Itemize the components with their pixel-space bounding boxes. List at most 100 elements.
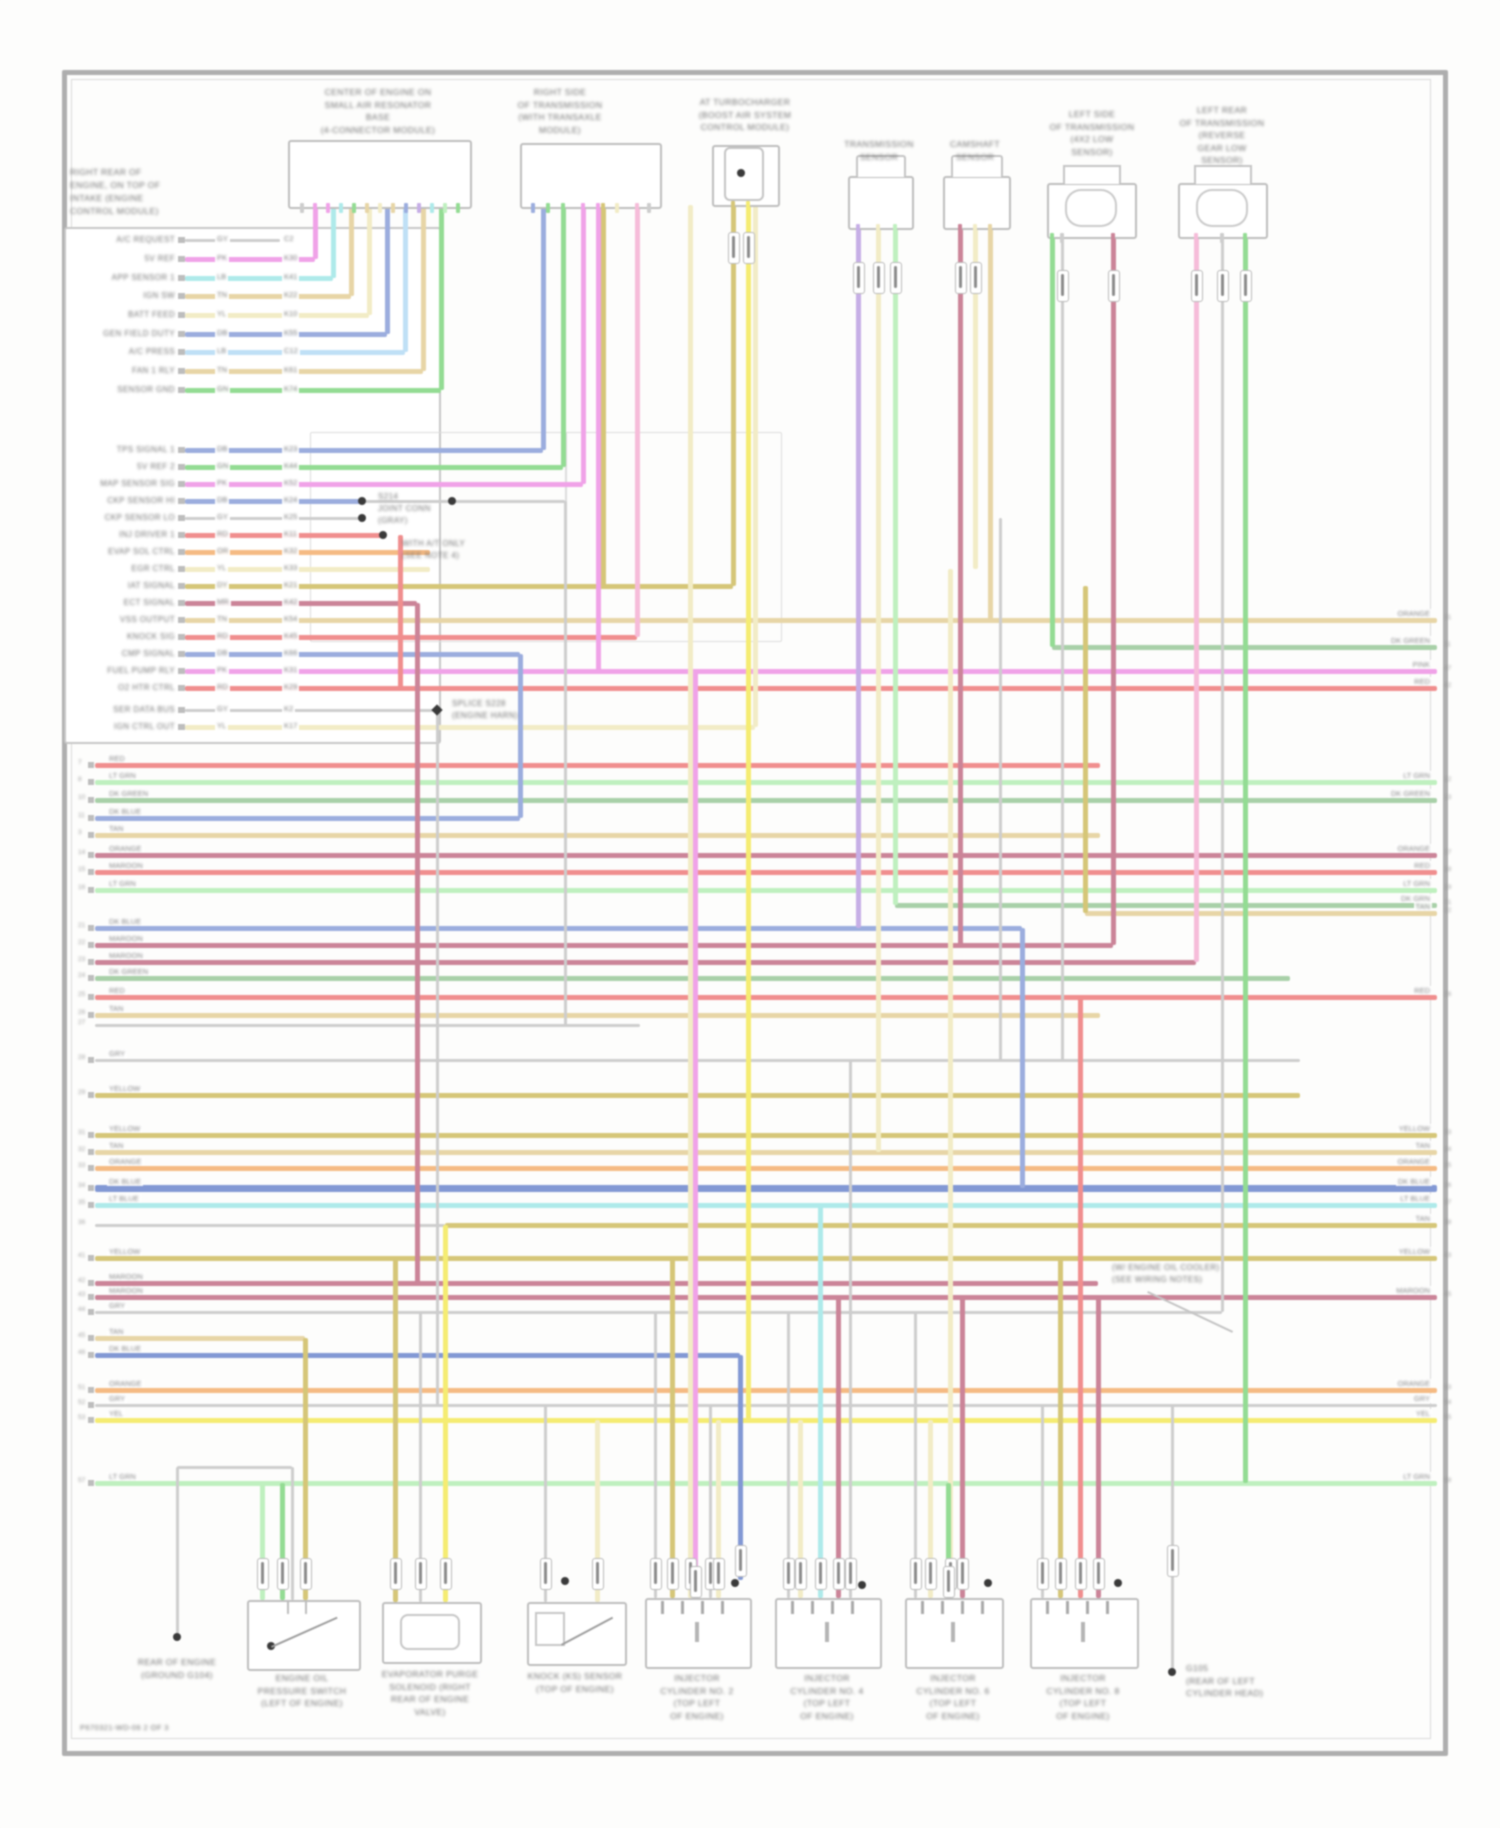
wire-circuit-chip: K32 (282, 546, 300, 555)
wire-pin-number-left: 14 (78, 849, 86, 856)
wire-left-tick (88, 779, 94, 785)
wire-pin-number-left: 32 (78, 1146, 86, 1153)
wire-vertical (438, 205, 444, 390)
pcm-pin-tick (178, 685, 185, 691)
pcm-pin-wire (185, 600, 417, 606)
pcm-pin-tick (178, 617, 185, 623)
pcm-pin-label: APP SENSOR 1 (111, 273, 175, 282)
wire-circuit-chip: K61 (282, 365, 300, 374)
inline-connector-core (913, 1562, 917, 1584)
injector-4-caption: INJECTOR (804, 1673, 850, 1683)
wire-pin-number-left: 8 (78, 776, 82, 783)
wire-circuit-chip: K54 (282, 614, 300, 623)
wire-pin-number-left: 52 (78, 1399, 86, 1406)
pcm-pin-label: GEN FIELD DUTY (103, 329, 175, 338)
wire-left-tick (88, 1352, 94, 1358)
splice-dot (173, 1633, 181, 1641)
sensor-g-arc-left (1196, 189, 1224, 227)
conn-a-pin (391, 203, 395, 213)
pcm-pin-wire (185, 549, 430, 555)
conn-d-pin (876, 224, 880, 234)
wire-vertical (945, 1483, 951, 1598)
sensor-c-caption: AT TURBOCHARGER (699, 97, 791, 107)
wire-color-label-left: LT BLUE (107, 1194, 141, 1203)
inline-connector-core (1096, 1562, 1100, 1584)
wire-vertical (543, 1405, 547, 1602)
purge-solenoid-caption: VALVE) (414, 1706, 446, 1717)
wire-color-chip: GY (215, 234, 230, 243)
injector-4-core (824, 1622, 829, 1642)
pcm-pin-wire (185, 368, 423, 374)
pcm-pin-tick (178, 275, 185, 281)
wire-circuit-chip: K30 (282, 253, 300, 262)
inline-connector-core (443, 1562, 447, 1584)
inline-connector-core (786, 1562, 790, 1584)
injector-2-caption: (TOP LEFT (673, 1698, 721, 1708)
pcm-pin-label: IGN CTRL OUT (114, 722, 175, 731)
pcm-pin-label: EGR CTRL (131, 564, 175, 573)
inline-connector-core (893, 266, 897, 288)
conn-a-pin (404, 203, 408, 213)
pcm-pin-wire (185, 516, 362, 520)
wire-color-chip: YL (215, 721, 229, 730)
injector-6-pin-tick (961, 1601, 964, 1614)
wire-vertical (1242, 235, 1248, 1483)
wire-vertical (442, 1225, 448, 1602)
wire-circuit-chip: K21 (282, 580, 300, 589)
wire-circuit-chip: K23 (282, 444, 300, 453)
wire-pin-number-left: 31 (78, 1129, 86, 1136)
pcm-caption-line: CONTROL MODULE) (70, 206, 159, 216)
conn-a-caption: BASE (365, 112, 391, 122)
splice-dot (448, 497, 456, 505)
wire-vertical (1019, 928, 1025, 1188)
ground-g104-caption: (GROUND G104) (141, 1669, 213, 1680)
wire-vertical (595, 205, 601, 671)
pcm-pin-wire (185, 634, 637, 640)
wire-left-tick (88, 1335, 94, 1341)
inline-connector-core (418, 1562, 422, 1584)
inline-connector-core (798, 1562, 802, 1584)
pcm-pin-label: 5V REF 2 (137, 462, 175, 471)
wire-color-chip: RD (215, 529, 230, 538)
injector-6-pin-tick (981, 1601, 984, 1614)
knock-sensor-caption: KNOCK (KS) SENSOR (527, 1671, 623, 1681)
pcm-pin-tick (178, 464, 185, 470)
inline-connector-core (1194, 274, 1198, 296)
wire-left-tick (88, 1402, 94, 1408)
wire-vertical (563, 501, 567, 1025)
pcm-pin-tick (178, 349, 185, 355)
pcm-pin-label: CKP SENSOR HI (107, 496, 175, 505)
conn-d-pin (856, 224, 860, 234)
oil-pressure-switch-pin-tick (305, 1602, 307, 1614)
wire-color-label-left: DK GREEN (107, 789, 151, 798)
wire-color-chip: GN (215, 461, 231, 470)
splice-dot (984, 1579, 992, 1587)
wire-left-tick (88, 942, 94, 948)
conn-b-caption: (WITH TRANSAXLE (518, 112, 602, 122)
pcm-pin-label: ECT SIGNAL (123, 598, 175, 607)
wire-vertical (1082, 586, 1088, 913)
wire-color-chip: GY (215, 512, 230, 521)
wire-left-tick (88, 797, 94, 803)
wire-horizontal (95, 1280, 1098, 1286)
wire-color-label-left: LT GRN (107, 1472, 138, 1481)
wire-color-label-left: GRY (107, 1301, 128, 1310)
wire-color-chip: MR (215, 597, 231, 606)
wire-vertical (817, 1205, 823, 1598)
wire-pin-number-right: 18 (1444, 866, 1452, 873)
purge-solenoid-caption: EVAPORATOR PURGE (381, 1669, 479, 1679)
wire-horizontal (95, 815, 520, 821)
wire-pin-number-right: 31 (1444, 614, 1452, 621)
wire-color-label-left: GRY (107, 1394, 128, 1403)
wire-vertical (892, 226, 898, 905)
injector-6-pin-tick (941, 1601, 944, 1614)
wire-left-tick (88, 815, 94, 821)
wire-vertical (1220, 235, 1224, 1312)
wire-left-tick (88, 1149, 94, 1155)
wire-color-label-left: RED (107, 986, 127, 995)
splice-dot (731, 1579, 739, 1587)
sensor-f-flange (1063, 165, 1121, 184)
oil-pressure-switch (247, 1600, 361, 1671)
wire-pin-number-left: 42 (78, 1277, 86, 1284)
wire-vertical (972, 226, 978, 569)
